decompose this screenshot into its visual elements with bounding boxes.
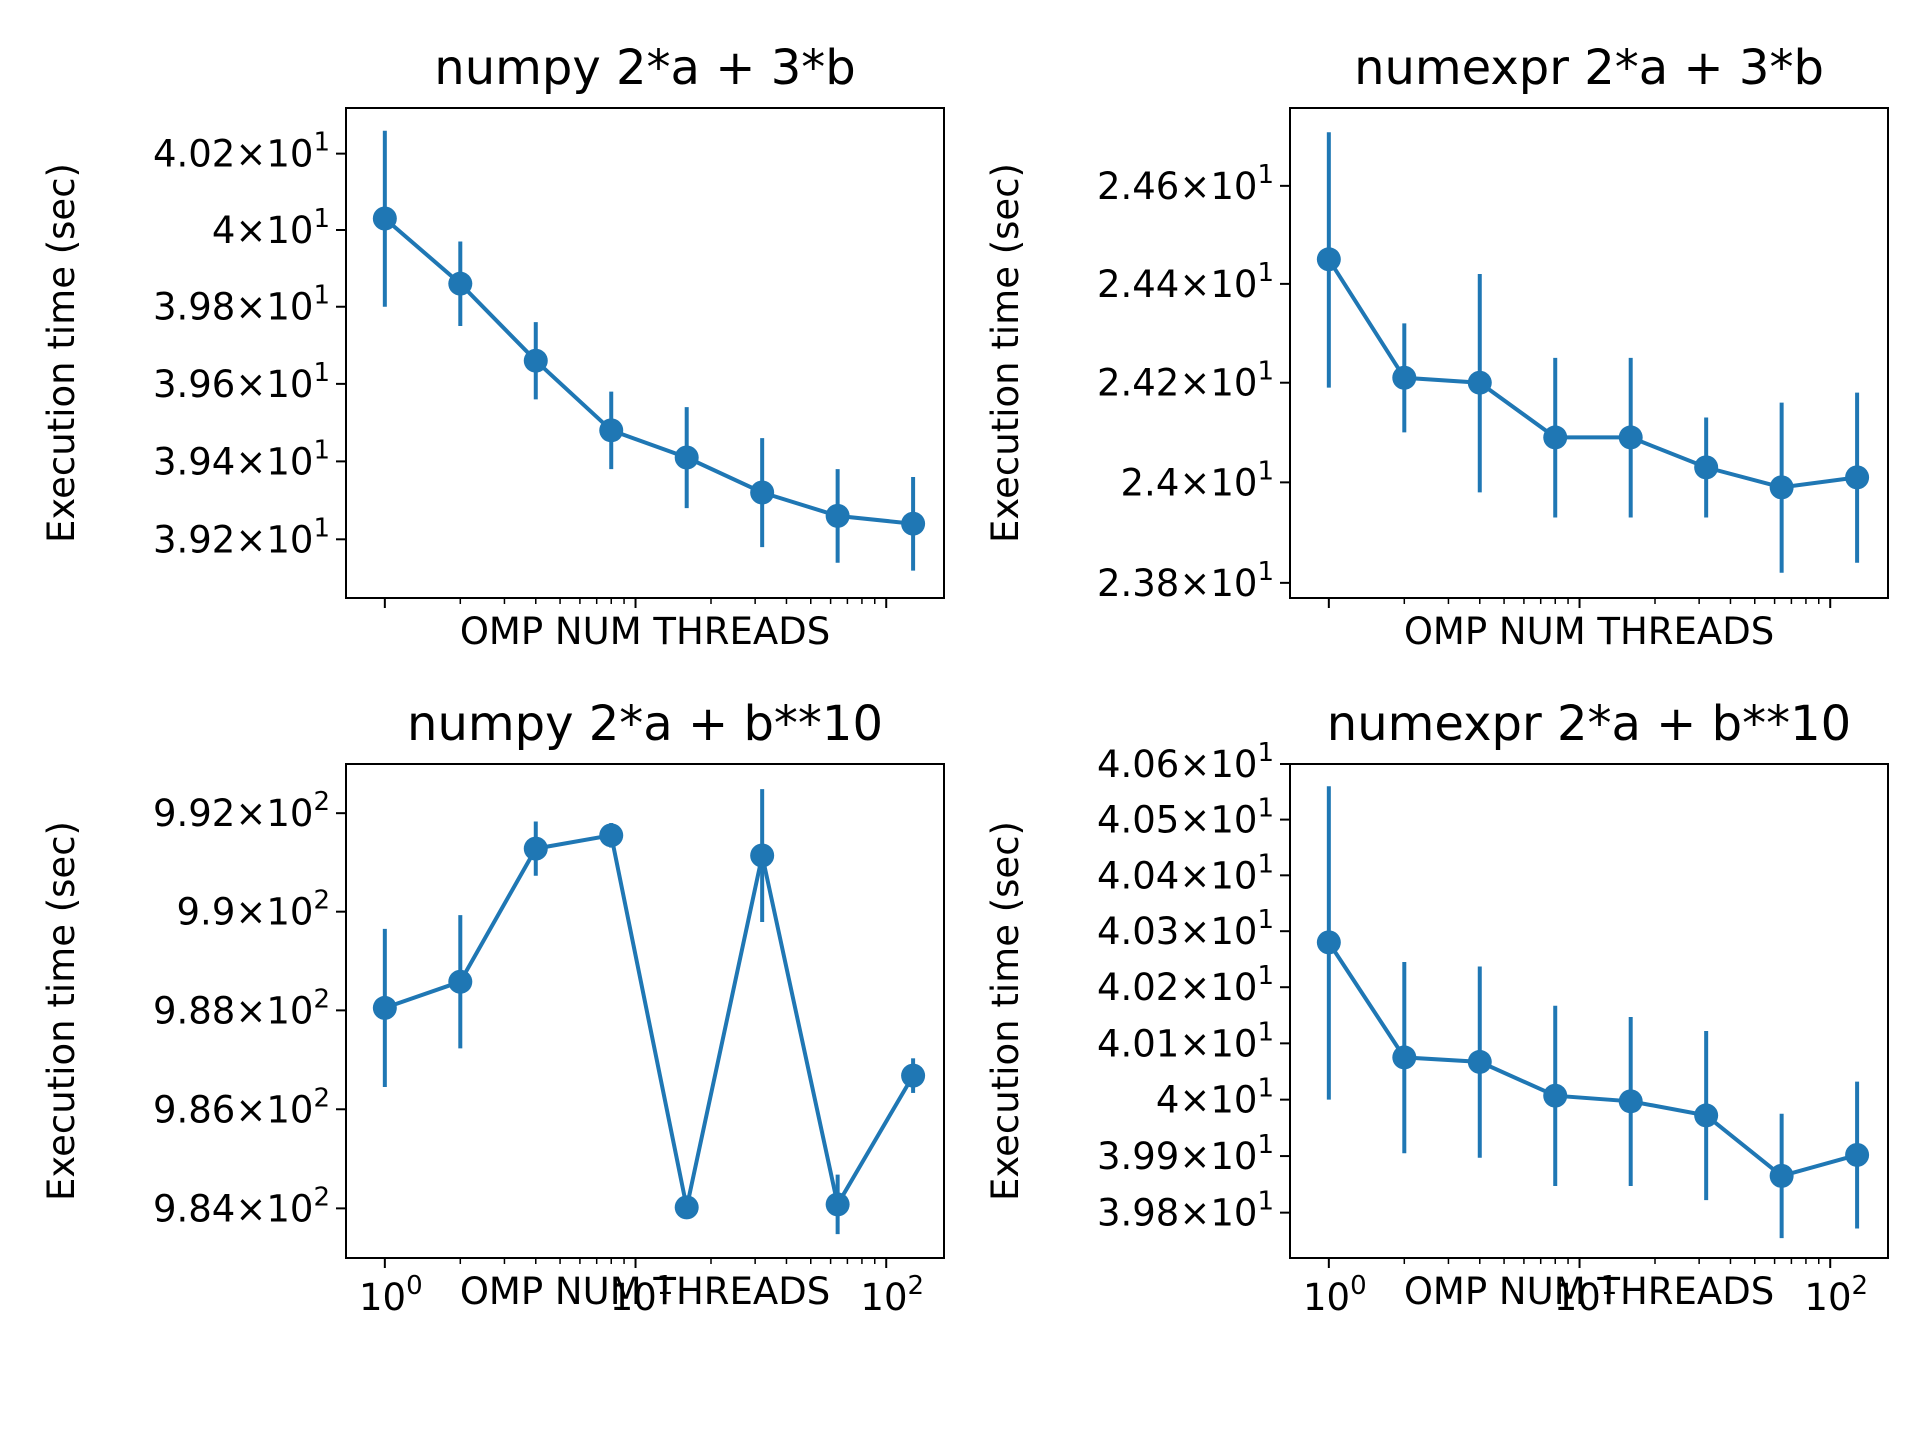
y-tick-label: 9.92×102: [153, 787, 330, 835]
data-point: [372, 206, 397, 231]
data-point: [1769, 475, 1794, 500]
data-point: [1392, 1045, 1417, 1070]
data-point: [674, 445, 699, 470]
x-tick-label: 100: [1303, 1271, 1367, 1319]
data-point: [1845, 1142, 1870, 1167]
subplot-numexpr-b10: numexpr 2*a + b**10 OMP NUM THREADS Execut…: [984, 696, 1889, 1319]
data-point: [901, 511, 926, 536]
data-point: [750, 843, 775, 868]
data-point: [1543, 425, 1568, 450]
data-point: [825, 503, 850, 528]
y-tick-label: 9.84×102: [153, 1182, 330, 1230]
x-tick-label: 102: [860, 1271, 924, 1319]
y-tick-label: 4.02×101: [1097, 961, 1274, 1009]
data-point: [1543, 1083, 1568, 1108]
data-point: [1618, 1089, 1643, 1114]
subplot-numexpr-3b: numexpr 2*a + 3*b OMP NUM THREADS Executio…: [984, 40, 1889, 653]
y-tick-label: 2.38×101: [1097, 557, 1274, 605]
y-tick-label: 3.94×101: [153, 435, 330, 483]
x-tick-label: 101: [1554, 1271, 1618, 1319]
y-tick-label: 9.9×102: [177, 886, 330, 934]
y-axis-label: Execution time (sec): [40, 821, 83, 1201]
series-line: [1327, 258, 1858, 490]
data-point: [1467, 370, 1492, 395]
plot-frame: [345, 107, 945, 599]
data-point: [1694, 1103, 1719, 1128]
data-point: [750, 480, 775, 505]
subplot-numpy-b10: numpy 2*a + b**10 OMP NUM THREADS Executio…: [40, 696, 945, 1319]
x-tick-label: 102: [1804, 1271, 1868, 1319]
x-tick-label: 100: [359, 1271, 423, 1319]
data-point: [1316, 247, 1341, 272]
x-tick-label: 101: [610, 1271, 674, 1319]
chart-title: numpy 2*a + 3*b: [434, 40, 855, 96]
y-tick-label: 4.06×101: [1097, 738, 1274, 786]
chart-title: numexpr 2*a + b**10: [1327, 696, 1851, 752]
data-point: [1467, 1049, 1492, 1074]
data-point: [372, 995, 397, 1020]
y-tick-label: 4.05×101: [1097, 794, 1274, 842]
data-point: [1618, 425, 1643, 450]
x-axis-label: OMP NUM THREADS: [1404, 610, 1774, 653]
series-line: [383, 216, 914, 526]
data-point: [1392, 365, 1417, 390]
plot-frame: [345, 763, 945, 1259]
y-tick-label: 2.42×101: [1097, 357, 1274, 405]
y-tick-label: 2.44×101: [1097, 258, 1274, 306]
data-point: [448, 969, 473, 994]
data-point: [523, 836, 548, 861]
y-tick-label: 2.46×101: [1097, 160, 1274, 208]
y-tick-label: 4.03×101: [1097, 905, 1274, 953]
y-tick-label: 2.4×101: [1121, 456, 1274, 504]
data-point: [1694, 455, 1719, 480]
y-tick-label: 9.88×102: [153, 984, 330, 1032]
subplot-numpy-3b: numpy 2*a + 3*b OMP NUM THREADS Execution …: [40, 40, 945, 653]
data-point: [448, 271, 473, 296]
y-axis-label: Execution time (sec): [984, 163, 1027, 543]
y-tick-label: 3.96×101: [153, 358, 330, 406]
y-axis-label: Execution time (sec): [984, 821, 1027, 1201]
chart-title: numpy 2*a + b**10: [407, 696, 883, 752]
x-axis-label: OMP NUM THREADS: [1404, 1270, 1774, 1313]
y-tick-label: 3.92×101: [153, 513, 330, 561]
chart-title: numexpr 2*a + 3*b: [1354, 40, 1824, 96]
y-tick-label: 4.02×101: [153, 128, 330, 176]
data-point: [825, 1192, 850, 1217]
x-axis-label: OMP NUM THREADS: [460, 1270, 830, 1313]
plot-frame: [1289, 763, 1889, 1259]
y-axis-label: Execution time (sec): [40, 163, 83, 543]
y-tick-label: 4.01×101: [1097, 1017, 1274, 1065]
data-point: [523, 348, 548, 373]
y-tick-label: 9.86×102: [153, 1083, 330, 1131]
y-tick-label: 3.99×101: [1097, 1130, 1274, 1178]
series-line: [1327, 941, 1858, 1179]
data-point: [1769, 1163, 1794, 1188]
data-point: [599, 823, 624, 848]
y-tick-label: 3.98×101: [153, 281, 330, 329]
y-tick-label: 4×101: [1156, 1074, 1274, 1122]
y-tick-label: 3.98×101: [1097, 1187, 1274, 1235]
y-tick-label: 4×101: [212, 204, 330, 252]
data-point: [599, 418, 624, 443]
x-axis-label: OMP NUM THREADS: [460, 610, 830, 653]
data-point: [1316, 930, 1341, 955]
plot-frame: [1289, 107, 1889, 599]
data-point: [1845, 465, 1870, 490]
y-tick-label: 4.04×101: [1097, 849, 1274, 897]
series-line: [384, 832, 915, 1210]
data-point: [674, 1195, 699, 1220]
data-point: [901, 1063, 926, 1088]
